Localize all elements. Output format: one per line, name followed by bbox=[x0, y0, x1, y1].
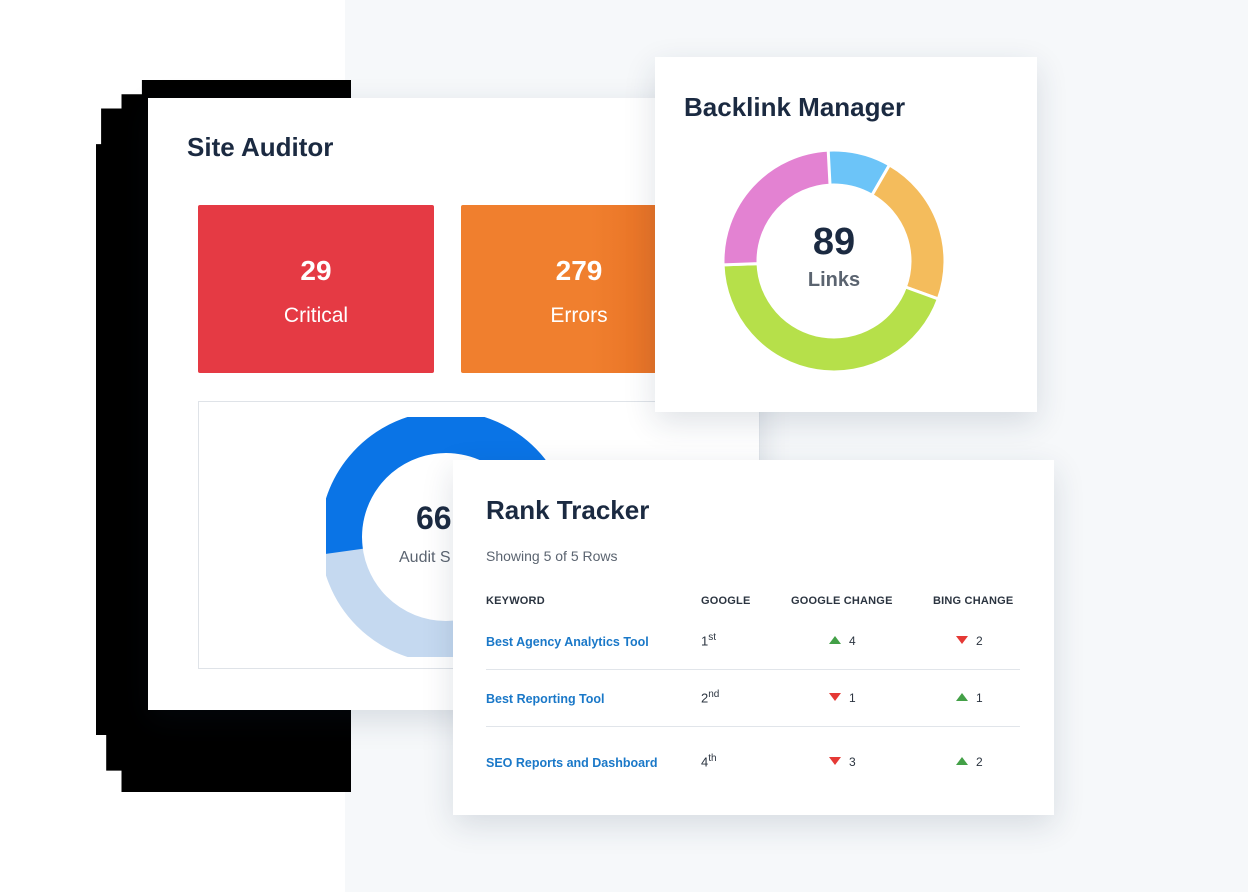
arrow-down-icon bbox=[829, 693, 841, 701]
backlink-segment-3[interactable] bbox=[721, 262, 941, 374]
arrow-up-icon bbox=[956, 757, 968, 765]
header-keyword[interactable]: KEYWORD bbox=[486, 595, 545, 607]
bing-change: 2 bbox=[956, 634, 983, 648]
backlink-donut bbox=[721, 148, 947, 374]
rows-info: Showing 5 of 5 Rows bbox=[486, 548, 618, 564]
bing-change: 1 bbox=[956, 691, 983, 705]
google-rank: 1st bbox=[701, 632, 717, 649]
rank-tracker-card: Rank Tracker Showing 5 of 5 Rows KEYWORD… bbox=[453, 460, 1054, 815]
arrow-down-icon bbox=[956, 636, 968, 644]
table-row: SEO Reports and Dashboard 4th 3 2 bbox=[486, 726, 1020, 783]
backlink-segment-4[interactable] bbox=[721, 148, 832, 267]
backlink-manager-title: Backlink Manager bbox=[684, 92, 906, 122]
google-change: 3 bbox=[829, 755, 856, 769]
audit-score-label: Audit S bbox=[399, 549, 451, 566]
critical-count: 29 bbox=[300, 255, 332, 286]
rank-tracker-title: Rank Tracker bbox=[486, 495, 650, 525]
critical-label: Critical bbox=[283, 304, 349, 327]
table-row: Best Reporting Tool 2nd 1 1 bbox=[486, 669, 1020, 727]
header-google[interactable]: GOOGLE bbox=[701, 595, 751, 607]
table-row: Best Agency Analytics Tool 1st 4 2 bbox=[486, 612, 1020, 670]
header-bing-change[interactable]: BING CHANGE bbox=[933, 595, 1014, 607]
keyword-link[interactable]: Best Reporting Tool bbox=[486, 692, 605, 706]
audit-score-value: 66 bbox=[416, 500, 452, 536]
errors-label: Errors bbox=[550, 304, 608, 327]
arrow-down-icon bbox=[829, 757, 841, 765]
google-change: 1 bbox=[829, 691, 856, 705]
errors-count: 279 bbox=[555, 255, 603, 286]
arrow-up-icon bbox=[956, 693, 968, 701]
critical-stat-tile[interactable]: 29 Critical bbox=[198, 205, 434, 373]
backlink-manager-card: Backlink Manager 89 Links bbox=[655, 57, 1037, 412]
google-change: 4 bbox=[829, 634, 856, 648]
keyword-link[interactable]: SEO Reports and Dashboard bbox=[486, 756, 658, 770]
backlink-label: Links bbox=[807, 269, 861, 291]
google-rank: 4th bbox=[701, 753, 717, 770]
backlink-total: 89 bbox=[812, 221, 856, 263]
bing-change: 2 bbox=[956, 755, 983, 769]
site-auditor-title: Site Auditor bbox=[187, 132, 334, 162]
keyword-link[interactable]: Best Agency Analytics Tool bbox=[486, 635, 649, 649]
arrow-up-icon bbox=[829, 636, 841, 644]
google-rank: 2nd bbox=[701, 689, 720, 706]
header-google-change[interactable]: GOOGLE CHANGE bbox=[791, 595, 893, 607]
